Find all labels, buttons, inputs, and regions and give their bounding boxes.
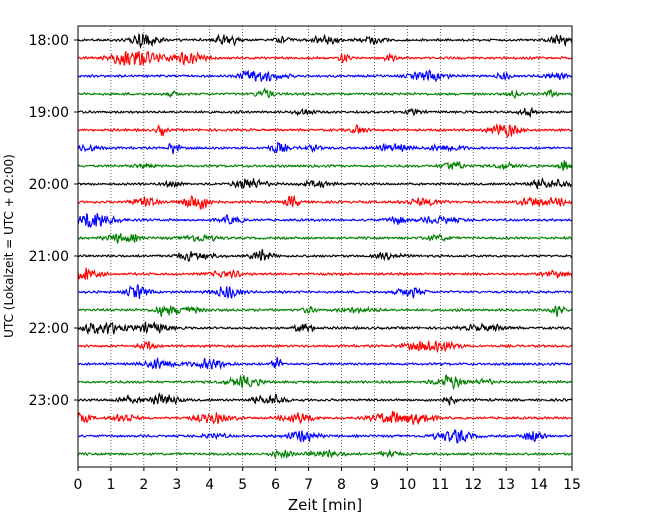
seismic-trace bbox=[77, 267, 573, 281]
seismic-trace bbox=[77, 123, 573, 139]
seismic-trace bbox=[77, 373, 573, 391]
x-tick-label: 4 bbox=[205, 477, 214, 493]
x-tick-label: 12 bbox=[464, 477, 482, 493]
y-tick-label: 20:00 bbox=[29, 177, 69, 193]
x-tick-label: 5 bbox=[238, 477, 247, 493]
x-tick-label: 3 bbox=[172, 477, 181, 493]
x-tick-label: 14 bbox=[530, 477, 548, 493]
y-tick-label: 18:00 bbox=[29, 33, 69, 49]
x-tick-label: 0 bbox=[74, 477, 83, 493]
x-tick-label: 1 bbox=[106, 477, 115, 493]
seismic-trace bbox=[77, 212, 573, 229]
seismic-trace bbox=[77, 233, 573, 245]
seismic-trace bbox=[77, 448, 573, 459]
y-tick-label: 21:00 bbox=[29, 249, 69, 265]
seismic-trace bbox=[77, 87, 573, 99]
x-axis-ticks: 0 1 2 3 4 5 6 7 8 9 10 11 12 13 14 15 bbox=[74, 467, 581, 493]
y-tick-label: 23:00 bbox=[29, 393, 69, 409]
seismic-trace bbox=[77, 160, 573, 171]
x-tick-label: 10 bbox=[398, 477, 416, 493]
x-tick-label: 13 bbox=[497, 477, 515, 493]
seismic-trace bbox=[77, 141, 573, 155]
seismic-trace bbox=[77, 410, 573, 426]
y-tick-label: 19:00 bbox=[29, 105, 69, 121]
y-axis-label: UTC (Lokalzeit = UTC + 02:00) bbox=[2, 154, 16, 338]
x-tick-label: 11 bbox=[431, 477, 449, 493]
seismic-trace bbox=[77, 356, 572, 370]
seismic-trace bbox=[77, 248, 573, 263]
seismic-trace bbox=[77, 320, 573, 336]
plot-frame bbox=[77, 25, 573, 468]
seismic-trace bbox=[77, 32, 573, 50]
seismic-trace bbox=[77, 340, 573, 354]
x-tick-label: 6 bbox=[271, 477, 280, 493]
y-tick-label: 22:00 bbox=[29, 321, 69, 337]
x-tick-label: 8 bbox=[337, 477, 346, 493]
seismic-trace bbox=[77, 176, 573, 190]
x-tick-label: 7 bbox=[304, 477, 313, 493]
plot-area bbox=[78, 26, 572, 467]
seismic-trace bbox=[77, 392, 573, 406]
x-axis-label: Zeit [min] bbox=[288, 496, 362, 514]
seismic-trace bbox=[77, 304, 573, 318]
seismic-trace bbox=[77, 106, 573, 119]
seismic-trace bbox=[77, 50, 573, 67]
traces bbox=[77, 32, 573, 459]
seismic-trace bbox=[77, 195, 573, 210]
seismic-trace bbox=[77, 283, 573, 300]
x-tick-label: 9 bbox=[370, 477, 379, 493]
x-tick-label: 2 bbox=[139, 477, 148, 493]
x-tick-label: 15 bbox=[563, 477, 581, 493]
y-axis-ticks: 18:00 19:00 20:00 21:00 22:00 23:00 bbox=[29, 33, 78, 409]
seismic-trace bbox=[78, 429, 573, 444]
seismic-trace bbox=[77, 68, 573, 83]
